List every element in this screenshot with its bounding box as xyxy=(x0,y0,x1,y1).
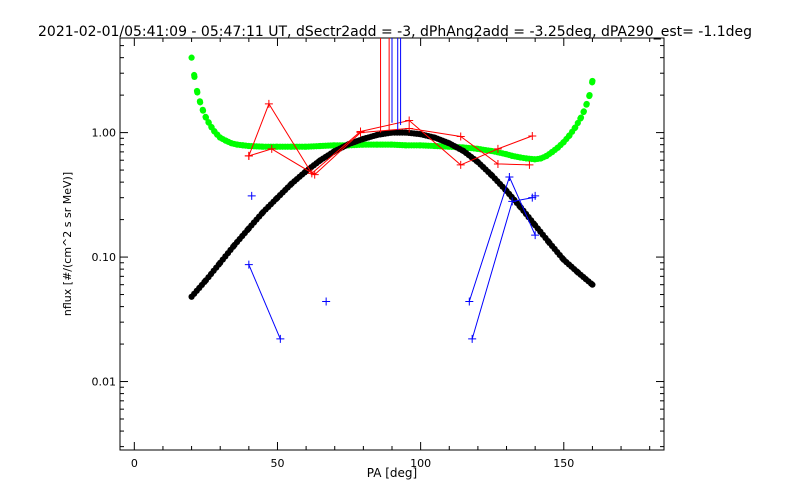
data-point-plus xyxy=(468,334,477,343)
series-2 xyxy=(244,99,537,178)
data-point-plus xyxy=(493,159,502,168)
data-point-plus xyxy=(322,297,331,306)
data-point-plus xyxy=(505,172,514,181)
data-point-plus xyxy=(528,193,537,202)
data-point-dot xyxy=(202,114,209,121)
data-point-plus xyxy=(244,260,253,269)
data-point-plus xyxy=(267,144,276,153)
data-point-dot xyxy=(199,107,207,114)
series-line xyxy=(248,127,530,176)
data-point-plus xyxy=(264,99,273,108)
series-3 xyxy=(244,124,534,179)
series-6 xyxy=(465,172,540,306)
series-layer xyxy=(188,38,596,343)
data-point-plus xyxy=(405,116,414,125)
data-point-dot xyxy=(589,281,596,288)
y-tick-label: 0.01 xyxy=(92,376,117,389)
x-tick-label: 50 xyxy=(270,457,284,470)
data-point-plus xyxy=(405,124,414,133)
data-point-dot xyxy=(191,73,198,81)
data-point-plus xyxy=(356,128,365,137)
series-5 xyxy=(244,260,285,343)
series-line xyxy=(248,102,533,175)
series-0 xyxy=(188,54,596,163)
x-tick-label: 100 xyxy=(410,457,431,470)
data-point-dot xyxy=(586,92,593,99)
series-line xyxy=(248,264,281,340)
data-point-plus xyxy=(465,297,474,306)
series-line xyxy=(468,175,536,302)
data-point-dot xyxy=(194,89,201,96)
data-point-dot xyxy=(583,100,590,108)
y-axis-label: nflux [#/(cm^2 s sr MeV)] xyxy=(61,172,74,316)
data-point-dot xyxy=(188,54,195,61)
y-tick-label: 1.00 xyxy=(92,127,117,140)
x-tick-label: 150 xyxy=(553,457,574,470)
series-line xyxy=(471,197,533,340)
chart-title: 2021-02-01/05:41:09 - 05:47:11 UT, dSect… xyxy=(38,24,752,40)
data-point-plus xyxy=(508,197,517,206)
data-point-dot xyxy=(577,114,585,121)
data-point-plus xyxy=(310,170,319,179)
data-point-plus xyxy=(531,231,540,240)
data-point-plus xyxy=(247,191,256,200)
data-point-plus xyxy=(525,160,534,169)
data-point-dot xyxy=(580,108,587,115)
data-point-plus xyxy=(456,160,465,169)
axis-ticks: 0 50 100 150 0.01 0.10 1.00 xyxy=(92,38,664,470)
x-axis-label: PA [deg] xyxy=(367,466,417,480)
data-point-plus xyxy=(456,132,465,141)
series-4 xyxy=(247,191,540,306)
data-point-dot xyxy=(197,99,204,106)
data-point-plus xyxy=(528,131,537,140)
data-point-plus xyxy=(276,334,285,343)
data-point-plus xyxy=(493,144,502,153)
y-tick-label: 0.10 xyxy=(92,251,117,264)
x-tick-label: 0 xyxy=(131,457,138,470)
data-point-dot xyxy=(589,77,596,85)
data-point-plus xyxy=(244,151,253,160)
series-7 xyxy=(468,193,537,343)
